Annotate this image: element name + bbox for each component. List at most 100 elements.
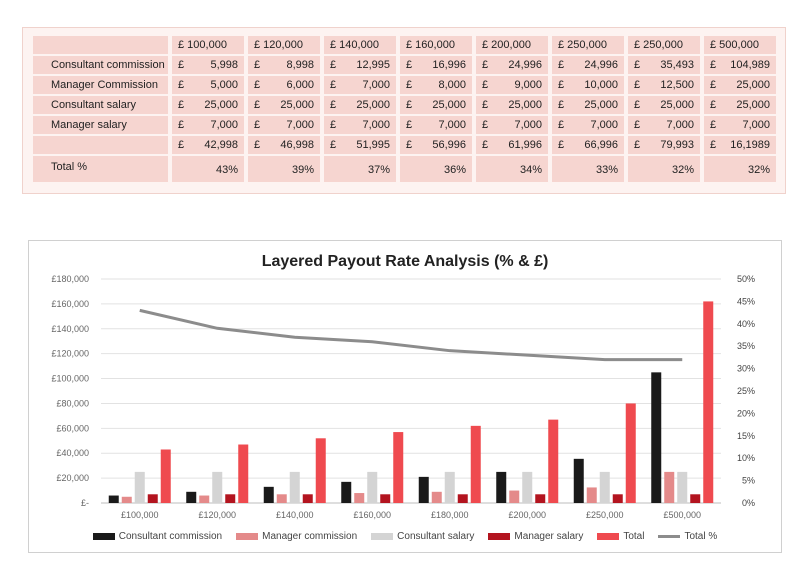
legend-item: Consultant salary (371, 531, 474, 542)
table-cell: £24,996 (552, 56, 624, 74)
bar (367, 471, 378, 503)
currency-symbol: £ (634, 79, 641, 91)
cell-value: 16,1989 (730, 139, 770, 151)
cell-value: 9,000 (514, 79, 542, 91)
table-cell: £16,1989 (704, 136, 776, 154)
cell-value: 7,000 (666, 119, 694, 131)
y-tick-label: £160,000 (51, 299, 89, 309)
table-cell: £12,500 (628, 76, 700, 94)
currency-symbol: £ (330, 139, 337, 151)
currency-symbol: £ (254, 79, 261, 91)
currency-symbol: £ (254, 59, 261, 71)
total-pct-cell: 34% (476, 156, 548, 182)
cell-value: 10,000 (584, 79, 618, 91)
bar (225, 494, 236, 503)
cell-value: 16,996 (432, 59, 466, 71)
bar (535, 494, 546, 503)
y2-tick-label: 30% (737, 364, 755, 374)
table-cell: £12,995 (324, 56, 396, 74)
bar (418, 476, 429, 503)
cell-value: 25,000 (204, 99, 238, 111)
y2-tick-label: 35% (737, 341, 755, 351)
bar (651, 372, 662, 503)
cell-value: 24,996 (584, 59, 618, 71)
currency-symbol: £ (482, 99, 489, 111)
currency-symbol: £ (482, 119, 489, 131)
table-cell: £66,996 (552, 136, 624, 154)
y-tick-label: £60,000 (56, 423, 89, 433)
cell-value: 51,995 (356, 139, 390, 151)
table-cell: £7,000 (324, 116, 396, 134)
total-pct-line (139, 308, 683, 362)
currency-symbol: £ (558, 59, 565, 71)
currency-symbol: £ (710, 119, 717, 131)
currency-symbol: £ (406, 99, 413, 111)
currency-symbol: £ (254, 119, 261, 131)
cell-value: 7,000 (514, 119, 542, 131)
legend-label: Total (623, 531, 645, 542)
currency-symbol: £ (710, 59, 717, 71)
table-cell: £25,000 (476, 96, 548, 114)
legend-item: Total % (658, 531, 717, 542)
cell-value: 25,000 (584, 99, 618, 111)
bar (509, 490, 520, 503)
bar (393, 432, 404, 503)
table-cell: £10,000 (552, 76, 624, 94)
total-pct-cell: 32% (628, 156, 700, 182)
currency-symbol: £ (254, 99, 261, 111)
legend-swatch (371, 533, 394, 540)
legend-item: Manager salary (488, 531, 583, 542)
payout-chart: £- £20,000 £40,000 £60,000 £80,000 £100,000 £1… (51, 274, 755, 520)
currency-symbol: £ (482, 59, 489, 71)
cell-value: 79,993 (660, 139, 694, 151)
total-label: Total % (33, 156, 168, 182)
bar (664, 471, 675, 503)
cell-value: 35,493 (660, 59, 694, 71)
table-cell: £51,995 (324, 136, 396, 154)
currency-symbol: £ (406, 79, 413, 91)
table-cell: £79,993 (628, 136, 700, 154)
cell-value: 12,995 (356, 59, 390, 71)
currency-symbol: £ (634, 99, 641, 111)
table-cell: £6,000 (248, 76, 320, 94)
table-cell: £5,000 (172, 76, 244, 94)
cell-value: 66,996 (584, 139, 618, 151)
header-cell: £ 160,000 (400, 36, 472, 54)
cell-value: 25,000 (432, 99, 466, 111)
currency-symbol: £ (330, 59, 337, 71)
table-cell: £25,000 (704, 96, 776, 114)
bar (457, 494, 468, 503)
table-cell: £7,000 (400, 116, 472, 134)
table-cell: £8,000 (400, 76, 472, 94)
table-cell: £7,000 (552, 116, 624, 134)
cell-value: 25,000 (280, 99, 314, 111)
y2-tick-label: 5% (742, 476, 755, 486)
table-cell: £35,493 (628, 56, 700, 74)
x-tick-label: £500,000 (663, 510, 701, 520)
y-tick-label: £180,000 (51, 274, 89, 284)
currency-symbol: £ (178, 139, 185, 151)
currency-symbol: £ (710, 99, 717, 111)
bar (160, 449, 171, 503)
payout-table-panel: £ 100,000 £ 120,000 £ 140,000 £ 160,000 £ 20… (22, 27, 786, 194)
x-tick-label: £180,000 (431, 510, 469, 520)
x-tick-label: £200,000 (508, 510, 546, 520)
currency-symbol: £ (634, 59, 641, 71)
cell-value: 42,998 (204, 139, 238, 151)
y2-tick-label: 0% (742, 498, 755, 508)
currency-symbol: £ (558, 79, 565, 91)
bar (703, 301, 714, 503)
table-cell: £56,996 (400, 136, 472, 154)
header-cell: £ 250,000 (552, 36, 624, 54)
cell-value: 24,996 (508, 59, 542, 71)
table-cell: £24,996 (476, 56, 548, 74)
table-cell: £42,998 (172, 136, 244, 154)
x-tick-label: £140,000 (276, 510, 314, 520)
legend-item: Consultant commission (92, 531, 222, 542)
currency-symbol: £ (178, 99, 185, 111)
y-tick-label: £140,000 (51, 324, 89, 334)
cell-value: 5,998 (210, 59, 238, 71)
legend-item: Manager commission (236, 531, 357, 542)
bar (548, 419, 559, 503)
currency-symbol: £ (710, 139, 717, 151)
